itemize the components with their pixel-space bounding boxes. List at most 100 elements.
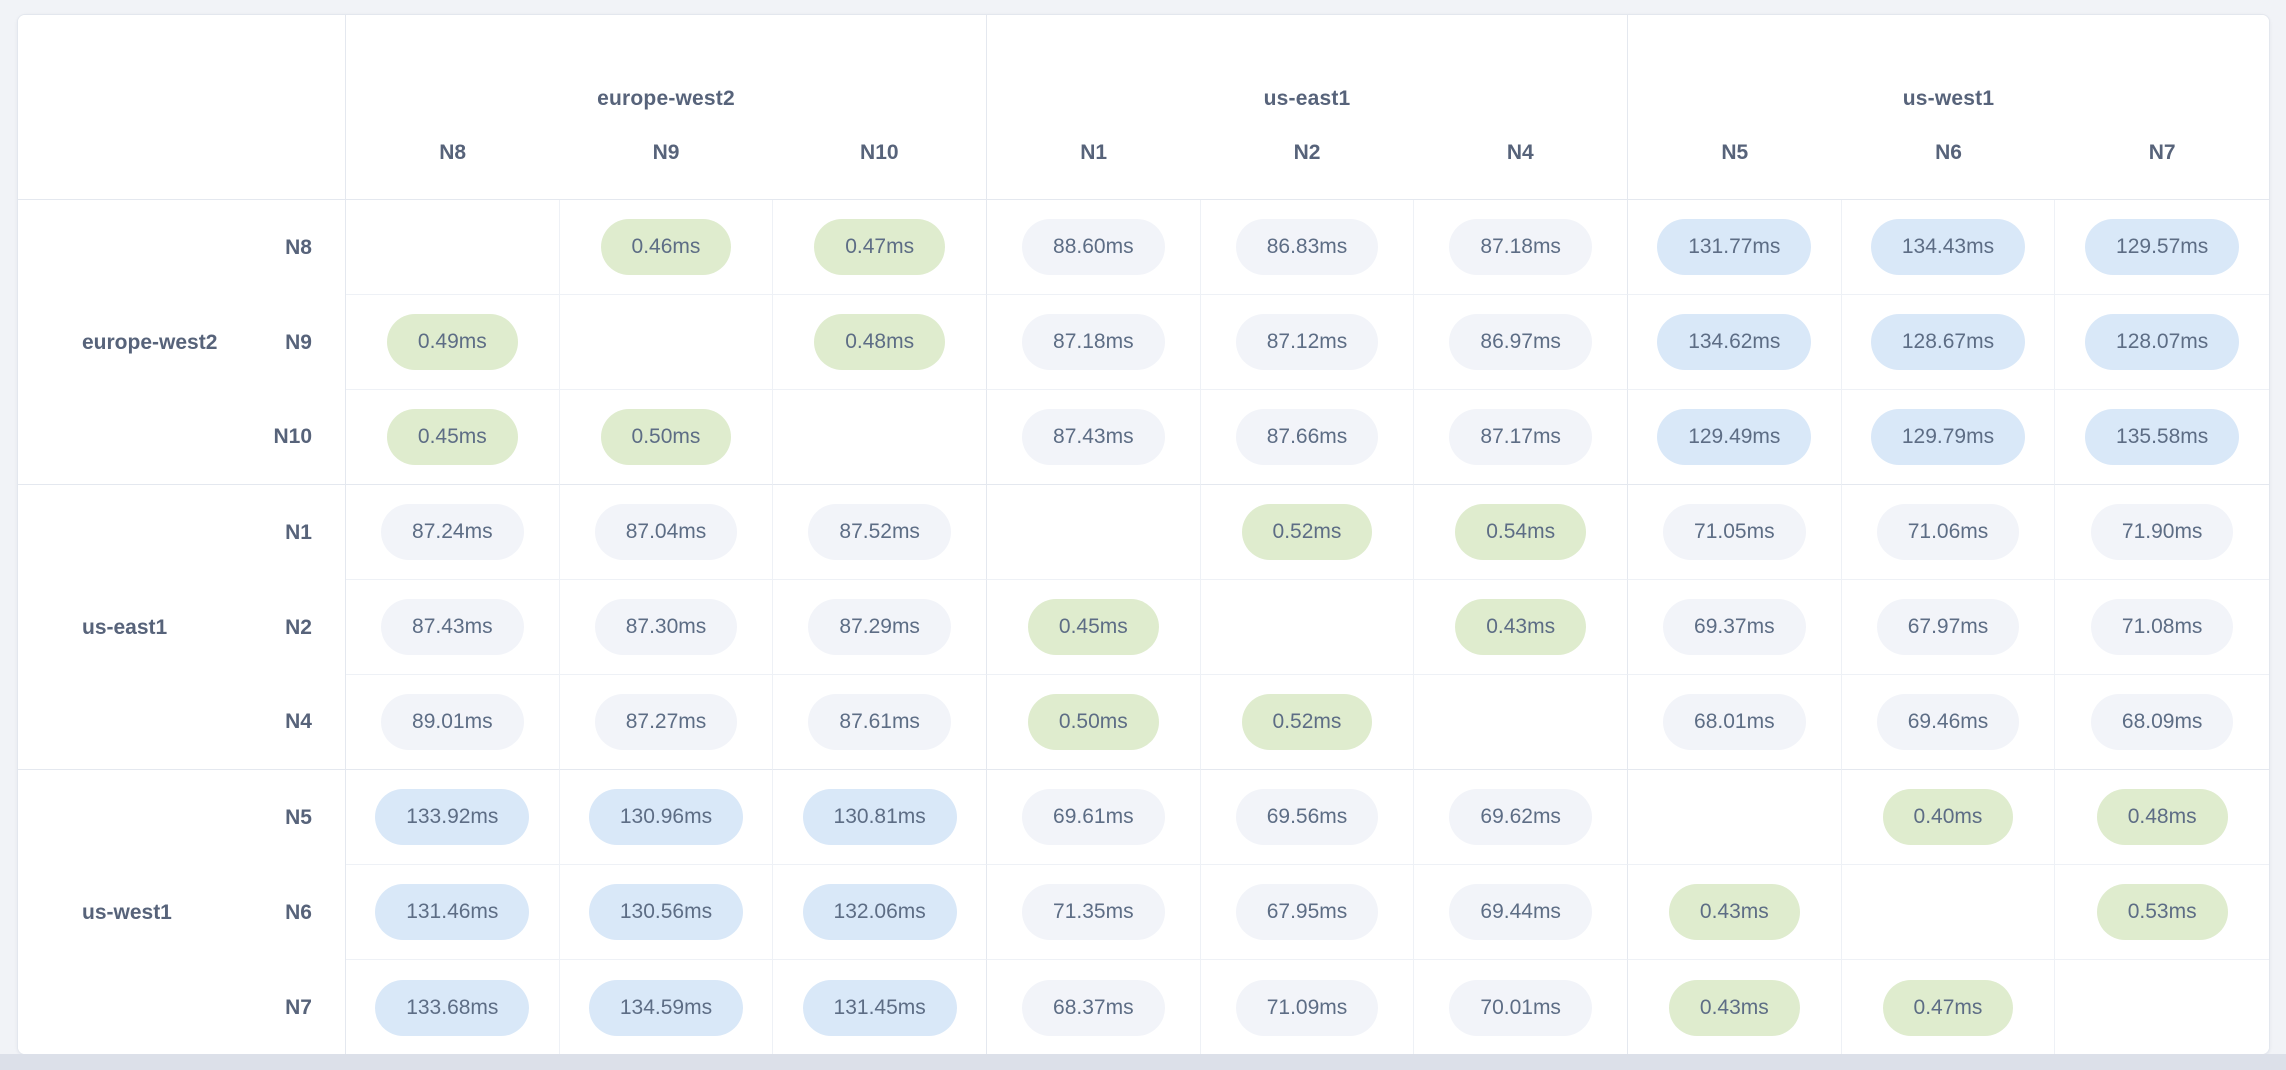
- latency-cell: 67.97ms: [1841, 580, 2056, 675]
- latency-cell: [987, 485, 1201, 580]
- latency-cell: 0.48ms: [773, 295, 987, 390]
- latency-cell: 71.05ms: [1628, 485, 1842, 580]
- latency-pill: 71.08ms: [2090, 599, 2234, 655]
- latency-pill: 0.49ms: [386, 314, 518, 370]
- row-group-region-label: europe-west2: [82, 330, 218, 354]
- row-label-cell-N6: us-west1 N6: [18, 865, 346, 960]
- latency-cell: 68.37ms: [987, 960, 1201, 1054]
- latency-pill: 69.44ms: [1449, 884, 1592, 940]
- latency-pill: 0.47ms: [1882, 979, 2014, 1036]
- column-node-label-N4: N4: [1506, 141, 1534, 164]
- latency-cell: [559, 295, 774, 390]
- latency-pill: 0.53ms: [2096, 884, 2228, 940]
- latency-pill: 0.52ms: [1241, 694, 1373, 750]
- row-label-cell-N8: N8: [18, 200, 346, 295]
- latency-pill: 87.43ms: [381, 599, 524, 655]
- latency-cell: 86.83ms: [1200, 200, 1415, 295]
- latency-pill: 87.43ms: [1022, 409, 1165, 465]
- latency-cell: 68.09ms: [2055, 675, 2269, 770]
- latency-cell: 0.43ms: [1414, 580, 1628, 675]
- latency-cell: 87.24ms: [346, 485, 560, 580]
- horizontal-scrollbar[interactable]: [0, 1054, 2286, 1070]
- latency-cell: 0.47ms: [1841, 960, 2056, 1054]
- latency-cell: 131.46ms: [346, 865, 560, 960]
- latency-pill: 67.95ms: [1235, 884, 1379, 940]
- row-node-label-N9: N9: [285, 330, 312, 354]
- row-label-cell-N7: N7: [18, 960, 346, 1054]
- latency-pill: 0.45ms: [1027, 599, 1159, 655]
- latency-pill: 0.43ms: [1668, 979, 1800, 1036]
- latency-cell: 0.54ms: [1414, 485, 1628, 580]
- column-group-region-label: us-west1: [1902, 87, 1995, 110]
- row-label-cell-N10: N10: [18, 390, 346, 485]
- column-node-labels: N1 N2 N4: [987, 141, 1627, 165]
- corner-cell: [18, 15, 346, 200]
- latency-cell: 133.92ms: [346, 770, 560, 865]
- latency-pill: 87.12ms: [1235, 314, 1379, 370]
- latency-cell: 69.46ms: [1841, 675, 2056, 770]
- latency-cell: [1628, 770, 1842, 865]
- latency-pill: 87.29ms: [808, 599, 951, 655]
- latency-cell: [773, 390, 987, 485]
- latency-pill: 87.18ms: [1449, 219, 1592, 275]
- latency-pill: 69.37ms: [1663, 599, 1806, 655]
- latency-cell: 68.01ms: [1628, 675, 1842, 770]
- latency-pill: 87.18ms: [1022, 314, 1165, 370]
- latency-pill: 67.97ms: [1876, 599, 2020, 655]
- latency-cell: 87.04ms: [559, 485, 774, 580]
- latency-pill: 87.61ms: [808, 694, 951, 750]
- latency-cell: 87.17ms: [1414, 390, 1628, 485]
- latency-cell: 69.44ms: [1414, 865, 1628, 960]
- latency-cell: 89.01ms: [346, 675, 560, 770]
- latency-cell: 0.43ms: [1628, 960, 1842, 1054]
- latency-matrix-card: europe-west2 N8 N9 N10 us-east1 N1 N2 N4 us-west…: [17, 14, 2270, 1055]
- latency-pill: 0.54ms: [1455, 504, 1587, 560]
- row-node-label-N1: N1: [285, 520, 312, 544]
- latency-cell: [2055, 960, 2269, 1054]
- latency-pill: 0.43ms: [1455, 599, 1587, 655]
- latency-cell: 87.27ms: [559, 675, 774, 770]
- latency-cell: [1841, 865, 2056, 960]
- row-group-region-label: us-west1: [82, 900, 172, 924]
- latency-cell: 130.96ms: [559, 770, 774, 865]
- latency-pill: 87.66ms: [1235, 409, 1379, 465]
- column-group-region-label: us-east1: [1263, 87, 1351, 110]
- latency-pill: 0.52ms: [1241, 504, 1373, 560]
- latency-pill: 0.48ms: [2096, 789, 2228, 845]
- latency-cell: 130.56ms: [559, 865, 774, 960]
- latency-cell: 0.49ms: [346, 295, 560, 390]
- column-node-label-N7: N7: [2148, 141, 2176, 164]
- latency-pill: 87.27ms: [594, 694, 738, 750]
- column-node-label-N6: N6: [1935, 141, 1962, 164]
- latency-pill: 133.68ms: [375, 979, 530, 1036]
- latency-cell: 71.08ms: [2055, 580, 2269, 675]
- latency-cell: 128.67ms: [1841, 295, 2056, 390]
- latency-pill: 0.43ms: [1668, 884, 1800, 940]
- latency-pill: 87.17ms: [1449, 409, 1592, 465]
- latency-pill: 69.46ms: [1876, 694, 2020, 750]
- column-node-label-N9: N9: [652, 141, 680, 164]
- latency-grid: europe-west2 N8 N9 N10 us-east1 N1 N2 N4 us-west…: [18, 15, 2269, 1054]
- latency-cell: 135.58ms: [2055, 390, 2269, 485]
- latency-pill: 87.52ms: [808, 504, 951, 560]
- column-group-header-europe-west2: europe-west2 N8 N9 N10: [346, 15, 987, 200]
- row-node-label-N6: N6: [285, 900, 312, 924]
- row-group-region-label: us-east1: [82, 615, 168, 639]
- latency-pill: 87.30ms: [594, 599, 738, 655]
- latency-pill: 0.47ms: [814, 219, 946, 275]
- latency-cell: 0.40ms: [1841, 770, 2056, 865]
- latency-pill: 130.56ms: [588, 884, 744, 940]
- latency-pill: 71.90ms: [2090, 504, 2234, 560]
- latency-cell: [1414, 675, 1628, 770]
- latency-cell: 87.30ms: [559, 580, 774, 675]
- latency-cell: 0.50ms: [987, 675, 1201, 770]
- latency-cell: 70.01ms: [1414, 960, 1628, 1054]
- column-node-label-N5: N5: [1721, 141, 1749, 164]
- latency-pill: 69.61ms: [1022, 789, 1165, 845]
- latency-cell: 71.06ms: [1841, 485, 2056, 580]
- latency-cell: 0.43ms: [1628, 865, 1842, 960]
- latency-pill: 71.05ms: [1663, 504, 1806, 560]
- column-group-region-label: europe-west2: [597, 87, 735, 110]
- latency-pill: 68.37ms: [1022, 979, 1165, 1036]
- latency-cell: 0.48ms: [2055, 770, 2269, 865]
